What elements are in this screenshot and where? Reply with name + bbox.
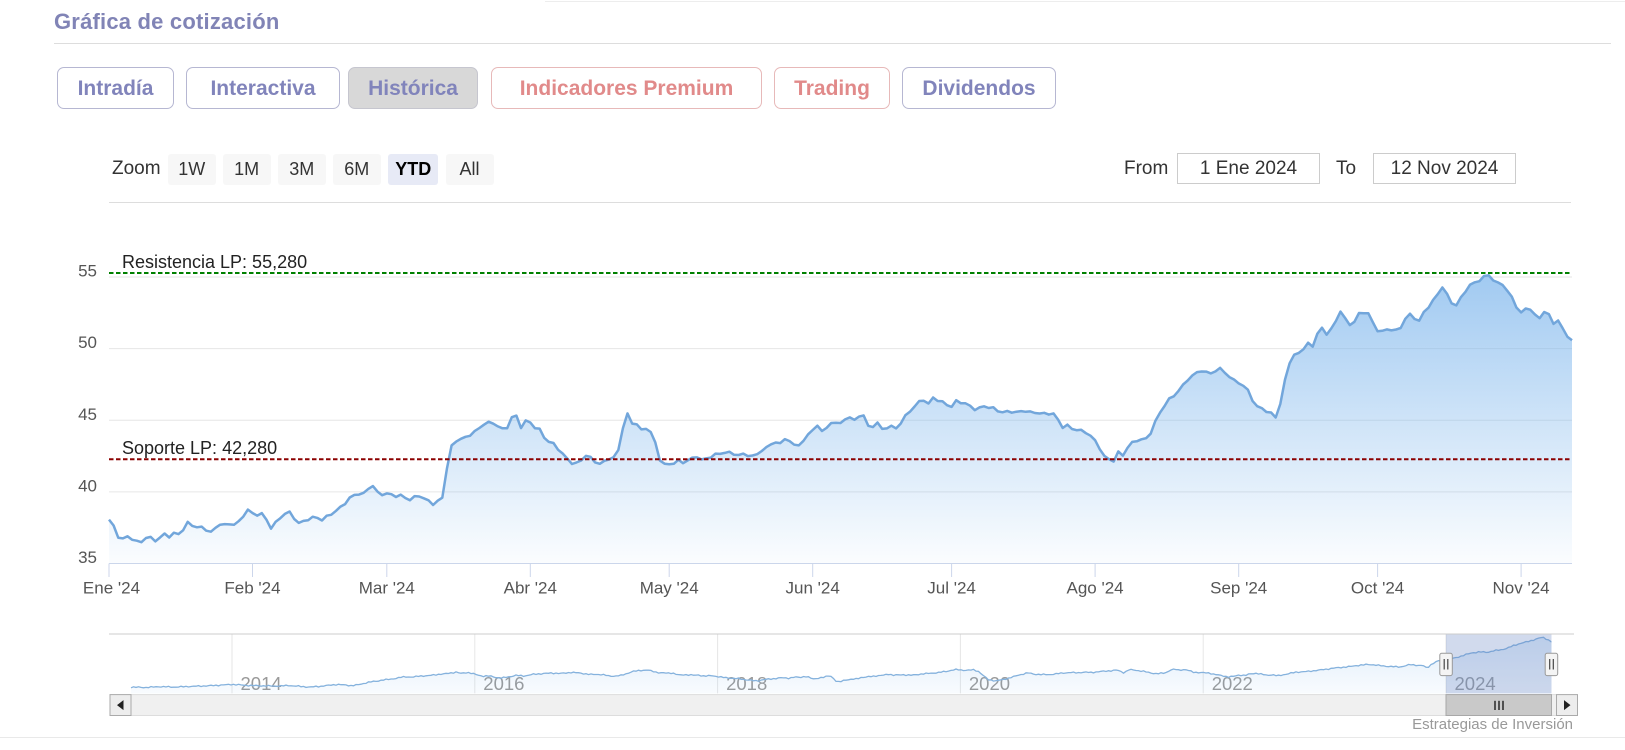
svg-text:Jun '24: Jun '24 [786,579,840,598]
svg-text:Oct '24: Oct '24 [1351,579,1404,598]
svg-text:40: 40 [78,476,97,495]
svg-text:35: 35 [78,548,97,567]
svg-text:Jul '24: Jul '24 [927,579,976,598]
svg-text:Ene '24: Ene '24 [83,579,140,598]
svg-text:Estrategias de Inversión: Estrategias de Inversión [1412,716,1573,733]
svg-text:May '24: May '24 [640,579,699,598]
svg-text:Ago '24: Ago '24 [1067,579,1124,598]
svg-text:Sep '24: Sep '24 [1210,579,1267,598]
svg-text:45: 45 [78,405,97,424]
svg-text:Soporte LP: 42,280: Soporte LP: 42,280 [122,438,277,458]
svg-text:Mar '24: Mar '24 [359,579,415,598]
svg-text:Feb '24: Feb '24 [224,579,280,598]
svg-text:50: 50 [78,333,97,352]
svg-text:Nov '24: Nov '24 [1493,579,1550,598]
svg-text:Resistencia LP: 55,280: Resistencia LP: 55,280 [122,252,307,272]
svg-text:55: 55 [78,262,97,281]
svg-text:Abr '24: Abr '24 [504,579,557,598]
